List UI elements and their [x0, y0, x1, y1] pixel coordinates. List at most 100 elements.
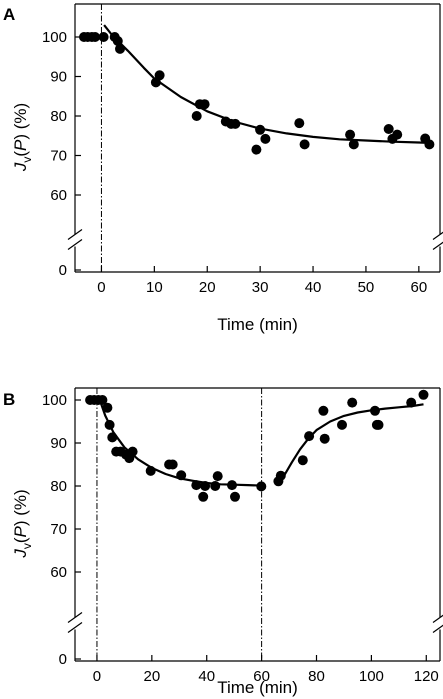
- data-point: [418, 389, 429, 400]
- panel-letter-b: B: [3, 390, 15, 409]
- x-tick-label: 80: [308, 668, 325, 685]
- data-point: [198, 491, 209, 502]
- data-point: [424, 139, 435, 150]
- axis-break-left-lower: [67, 622, 83, 633]
- y-axis-label-close: ) (%): [11, 103, 30, 140]
- y-tick-label: 70: [50, 148, 67, 165]
- data-point: [370, 405, 380, 416]
- y-tick-label: 90: [50, 435, 67, 452]
- data-point: [406, 397, 417, 408]
- x-tick-label: 50: [358, 279, 375, 296]
- y-axis-label-open: (: [11, 537, 30, 543]
- y-tick-label: 100: [42, 29, 67, 46]
- fit-curve-phase2: [277, 403, 424, 485]
- y-tick-label-zero: 0: [59, 262, 67, 279]
- y-tick-label: 100: [42, 392, 67, 409]
- data-point: [345, 129, 356, 140]
- data-point: [230, 118, 241, 129]
- x-tick-label: 40: [198, 668, 215, 685]
- x-tick-label: 20: [199, 279, 216, 296]
- x-tick-label: 60: [410, 279, 427, 296]
- fit-curve: [103, 24, 430, 144]
- axis-break-right-lower: [432, 241, 443, 250]
- data-point: [191, 111, 202, 121]
- data-point: [98, 32, 109, 42]
- data-point: [297, 455, 308, 466]
- x-axis-label: Time (min): [217, 678, 298, 697]
- data-point: [154, 70, 165, 81]
- axis-break-left-upper: [67, 612, 83, 623]
- data-point: [392, 129, 403, 140]
- y-axis-label: Jv(P) (%): [11, 489, 34, 558]
- axis-break-left-upper: [67, 229, 83, 240]
- y-axis-label-sub: v: [20, 157, 34, 163]
- data-point: [275, 470, 286, 481]
- data-point: [199, 99, 210, 110]
- x-tick-label: 40: [305, 279, 322, 296]
- y-axis-label-sub: v: [20, 543, 34, 549]
- data-point: [383, 124, 394, 134]
- y-tick-label: 60: [50, 564, 67, 581]
- data-point: [127, 446, 138, 457]
- data-point: [115, 43, 125, 54]
- data-point: [210, 481, 221, 491]
- y-axis-label-j: J: [11, 162, 30, 172]
- y-axis-label-p: P: [11, 526, 30, 538]
- y-tick-label: 70: [50, 521, 67, 538]
- panel-a-chart: A 60 70 80 90 100 0 0 10 20 30 40 50 60 Time (min) Jv(P…: [3, 3, 443, 334]
- axis-break-right-upper: [432, 231, 443, 240]
- y-tick-label: 90: [50, 69, 67, 86]
- axis-break-right-upper: [432, 614, 443, 623]
- y-axis-label-open: (: [11, 151, 30, 157]
- data-point: [294, 118, 305, 129]
- x-tick-label: 0: [97, 279, 105, 296]
- data-point: [191, 480, 202, 491]
- data-point: [373, 419, 384, 430]
- data-point: [260, 133, 271, 144]
- data-point: [337, 419, 347, 430]
- data-point: [102, 402, 113, 413]
- data-point: [348, 139, 359, 150]
- data-point: [90, 32, 101, 42]
- data-point: [251, 144, 262, 155]
- y-axis-label-j: J: [11, 549, 30, 559]
- x-tick-label: 120: [414, 668, 439, 685]
- y-tick-label: 60: [50, 187, 67, 204]
- x-tick-label: 100: [359, 668, 384, 685]
- data-point: [212, 471, 223, 482]
- y-axis-label-close: ) (%): [11, 489, 30, 526]
- data-point: [97, 395, 108, 405]
- data-point: [319, 433, 330, 444]
- x-tick-label: 20: [143, 668, 160, 685]
- axis-break-right-lower: [432, 624, 443, 633]
- x-tick-label: 30: [252, 279, 269, 296]
- data-point: [104, 419, 115, 430]
- x-tick-label: 10: [146, 279, 163, 296]
- data-point: [200, 481, 211, 491]
- x-axis-label: Time (min): [217, 315, 298, 334]
- data-point: [318, 405, 329, 416]
- data-point: [107, 432, 118, 443]
- data-point: [230, 491, 240, 502]
- data-point: [255, 124, 266, 135]
- x-tick-label: 0: [93, 668, 101, 685]
- data-point: [256, 481, 267, 492]
- data-point: [176, 470, 187, 481]
- y-tick-label: 80: [50, 478, 67, 495]
- data-point: [227, 480, 237, 491]
- data-point: [299, 139, 310, 150]
- y-tick-label-zero: 0: [59, 651, 67, 668]
- data-point: [112, 36, 123, 46]
- axis-break-left-lower: [67, 239, 83, 250]
- y-axis-label: Jv(P) (%): [11, 103, 34, 172]
- y-axis-label-p: P: [11, 139, 30, 151]
- panel-b-chart: B 60 70 80 90 100 0 0 20 40 60 80 100 120 Time (min) Jv…: [3, 387, 443, 697]
- x-tick-label: 60: [253, 668, 270, 685]
- data-point: [167, 459, 178, 470]
- data-point: [347, 397, 358, 408]
- data-point: [304, 431, 315, 442]
- panel-letter-a: A: [3, 5, 15, 24]
- data-point: [145, 465, 156, 476]
- y-tick-label: 80: [50, 108, 67, 125]
